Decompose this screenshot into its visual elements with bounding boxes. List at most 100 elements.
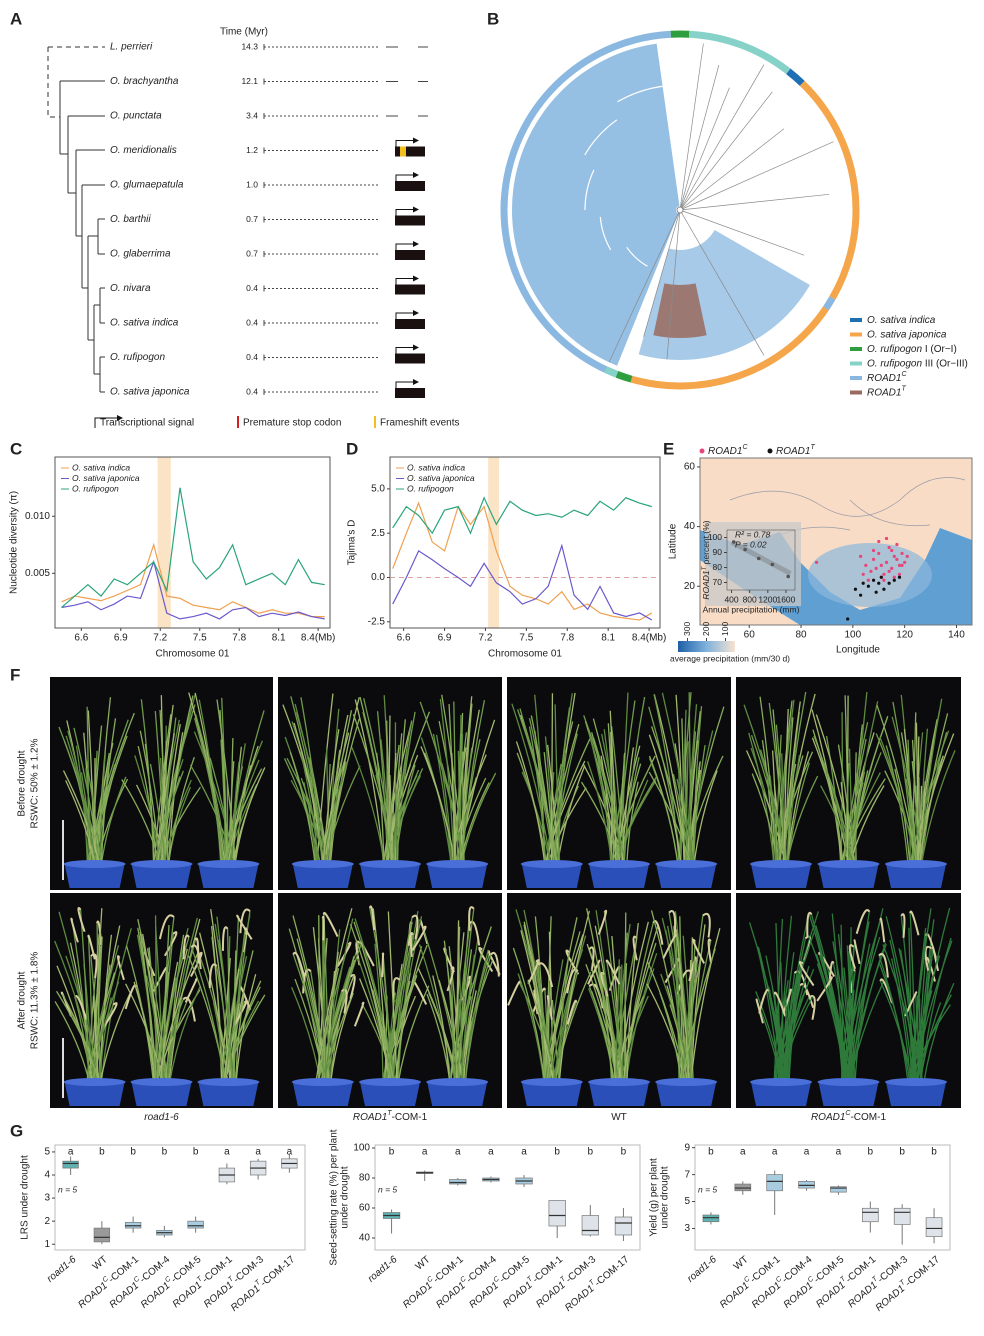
x-tick-label: 7.5	[519, 633, 533, 644]
label-part: percent (%)	[701, 520, 711, 566]
label-part: ROAD1	[867, 387, 901, 398]
leaf	[771, 987, 788, 1087]
label-part: C	[742, 444, 748, 451]
panel-label: A	[10, 9, 22, 28]
leaf	[521, 771, 552, 869]
tree-branch	[599, 216, 612, 251]
panicle	[468, 920, 481, 946]
y-tick-label: 2	[44, 1216, 50, 1227]
fit-line	[730, 539, 792, 576]
panicle	[96, 920, 103, 946]
leaf	[392, 720, 413, 869]
scatter-point	[874, 566, 878, 570]
significance-letter: a	[836, 1147, 842, 1158]
label-part: road1-6	[45, 1254, 79, 1285]
leaf	[376, 752, 385, 869]
divergence-time: 0.4	[246, 386, 258, 396]
panicle	[77, 907, 86, 933]
transcription-arrow	[395, 344, 419, 354]
scatter-point	[859, 593, 863, 597]
species-name: O. punctata	[110, 111, 162, 122]
label-part: -COM-1	[850, 1112, 886, 1123]
panicle	[782, 988, 792, 1014]
y-tick-label: -2.5	[368, 616, 386, 627]
leaf	[58, 911, 96, 1087]
x-tick-label: 800	[743, 594, 757, 604]
pot-rim	[655, 860, 718, 868]
pot	[521, 864, 582, 888]
panicle	[468, 906, 475, 931]
panicle	[184, 977, 198, 1003]
leaf	[456, 733, 462, 869]
pot	[818, 864, 879, 888]
leaf	[159, 961, 179, 1087]
leaf	[155, 926, 165, 1087]
pot	[198, 864, 259, 888]
scatter-point	[887, 581, 891, 585]
leaf	[396, 973, 411, 1087]
pot-rim	[588, 1078, 650, 1086]
leaf	[837, 934, 853, 1087]
x-tick-label: 400	[724, 594, 738, 604]
leaf	[783, 691, 807, 869]
label-part: T	[560, 1275, 568, 1284]
annotation: P = 0.02	[735, 539, 767, 549]
scatter-point	[882, 578, 886, 582]
leaf	[382, 955, 393, 1087]
pot-rim	[130, 1078, 193, 1086]
transcription-arrow	[395, 241, 419, 250]
scatter-point	[895, 557, 899, 561]
legend-text: ROAD1C	[867, 371, 907, 383]
panicle	[194, 937, 200, 963]
legend-text: O. sativa indica	[407, 462, 465, 472]
y-tick-label: 5	[684, 1196, 690, 1207]
x-tick-label: 7.2	[153, 633, 167, 644]
leaf	[231, 767, 266, 869]
label-part: ROAD1	[718, 1280, 751, 1311]
y-tick-label: 0.0	[371, 572, 385, 583]
leaf	[79, 909, 90, 1087]
ring-segment	[786, 68, 805, 86]
y-tick-label: 3	[44, 1193, 50, 1204]
divergence-time: 1.0	[246, 179, 258, 189]
label-part: ROAD1	[353, 1112, 387, 1123]
significance-letter: a	[422, 1147, 428, 1158]
plot-frame	[694, 1144, 951, 1251]
y-axis-label: Nucleotide diversity (π)	[9, 491, 20, 594]
box	[798, 1180, 815, 1189]
pot-rim	[817, 860, 880, 868]
leaf	[548, 917, 578, 1087]
x-tick-label: 1200	[758, 594, 777, 604]
y-tick-label: 100	[353, 1143, 370, 1154]
leaf	[745, 750, 787, 869]
row-condition: RSWC: 50% ± 1.2%	[30, 738, 41, 828]
panel-a: L. perrieri 14.3 O. brachyantha 12.1 O. punc…	[94, 41, 459, 429]
leaf	[322, 729, 340, 869]
significance-letter: a	[804, 1147, 810, 1158]
label-part: WT	[611, 1112, 627, 1123]
leaf	[831, 913, 844, 1087]
tree-branch	[617, 84, 670, 103]
legend-text: ROAD1T	[867, 386, 906, 398]
pot	[521, 1082, 582, 1106]
y-axis-label: Tajima's D	[347, 520, 358, 566]
leaf	[690, 941, 696, 1087]
label-part: T	[871, 1275, 879, 1284]
legend-text: Frameshift events	[380, 418, 459, 429]
leaf	[823, 762, 855, 869]
leaf	[837, 744, 855, 869]
pot	[427, 1082, 488, 1106]
panicle	[381, 952, 385, 978]
panicle	[668, 910, 677, 935]
divergence-time: 0.4	[246, 283, 258, 293]
leaf	[530, 715, 555, 869]
scatter-point	[869, 569, 873, 573]
label-part: road1-6	[685, 1254, 719, 1285]
leaf	[443, 940, 459, 1087]
pot	[886, 1082, 946, 1106]
legend-text: O. sativa japonica	[867, 329, 947, 340]
pot	[886, 864, 946, 888]
legend-text: Premature stop codon	[243, 418, 341, 429]
leaf	[75, 745, 89, 869]
leaf	[583, 715, 627, 869]
